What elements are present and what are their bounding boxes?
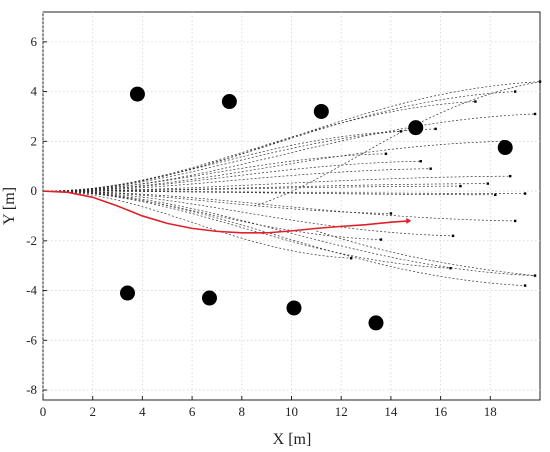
candidate-path [42,190,496,196]
x-tick-label: 2 [89,404,96,419]
candidate-endpoint [389,212,393,215]
candidate-path [42,190,352,259]
x-tick-label: 4 [139,404,146,419]
candidate-path [42,190,391,214]
candidate-endpoint [434,127,437,131]
y-tick-label: 4 [31,84,38,99]
candidate-path [42,190,516,222]
candidate-endpoint [459,184,462,188]
y-tick-label: 6 [31,34,38,49]
x-tick-label: 0 [40,404,47,419]
selected-path-endpoint [406,217,412,224]
candidate-path [42,190,454,237]
obstacles [119,86,513,331]
x-tick-label: 14 [384,404,398,419]
candidate-path [42,153,386,192]
candidate-endpoint [429,167,432,170]
x-tick-label: 6 [189,404,196,419]
y-tick-labels: -8 -6 -4 -2 0 2 4 6 [26,34,37,397]
obstacle-point [408,120,424,136]
candidate-endpoint [474,100,477,103]
candidate-endpoint [533,112,537,116]
y-tick-label: -2 [26,233,37,248]
candidate-endpoint [523,284,527,287]
candidate-path [42,160,421,192]
candidate-endpoint [538,80,542,83]
x-tick-label: 12 [335,404,348,419]
x-tick-labels: 0 2 4 6 8 10 12 14 16 18 [40,404,497,419]
candidate-endpoint [399,130,403,133]
y-tick-label: 0 [31,183,38,198]
selected-path-group [42,190,412,234]
x-tick-label: 18 [484,404,497,419]
candidate-endpoint [451,234,455,238]
candidate-endpoint [379,238,383,241]
candidate-endpoint [449,266,452,270]
obstacle-point [368,315,384,331]
candidate-endpoint [523,192,527,195]
candidate-endpoint [513,219,517,223]
candidate-endpoint [494,193,497,197]
obstacle-point [129,86,145,102]
x-tick-label: 8 [239,404,246,419]
candidate-endpoint [349,257,353,260]
candidate-path [42,91,516,192]
y-tick-label: -4 [26,283,37,298]
selected-path [42,190,409,234]
y-tick-label: 2 [31,133,38,148]
obstacle-point [497,140,513,156]
candidate-path [42,190,536,276]
candidate-path [254,81,541,207]
candidate-endpoint [486,182,490,185]
x-axis-label: X [m] [273,431,312,448]
obstacle-point [221,94,237,110]
candidate-path [42,131,401,192]
candidate-endpoint [533,274,537,277]
candidate-path [42,190,451,269]
candidate-path [316,230,536,276]
candidate-endpoint [419,160,422,163]
x-tick-label: 16 [434,404,448,419]
candidate-path [42,81,541,192]
obstacle-point [201,290,217,306]
obstacle-point [313,103,329,119]
candidate-path [42,190,526,194]
candidate-endpoint [508,174,512,178]
x-tick-label: 10 [285,404,298,419]
candidate-path [42,128,436,192]
y-tick-label: -8 [26,382,37,397]
candidate-path [42,190,526,286]
y-axis-label: Y [m] [1,187,18,225]
obstacle-point [286,300,302,316]
candidate-path [42,101,476,192]
candidate-path [42,168,431,192]
candidate-endpoint [513,90,517,93]
obstacle-point [119,285,135,301]
candidate-endpoint [384,152,388,155]
y-tick-label: -6 [26,332,37,347]
candidate-paths [42,80,542,287]
